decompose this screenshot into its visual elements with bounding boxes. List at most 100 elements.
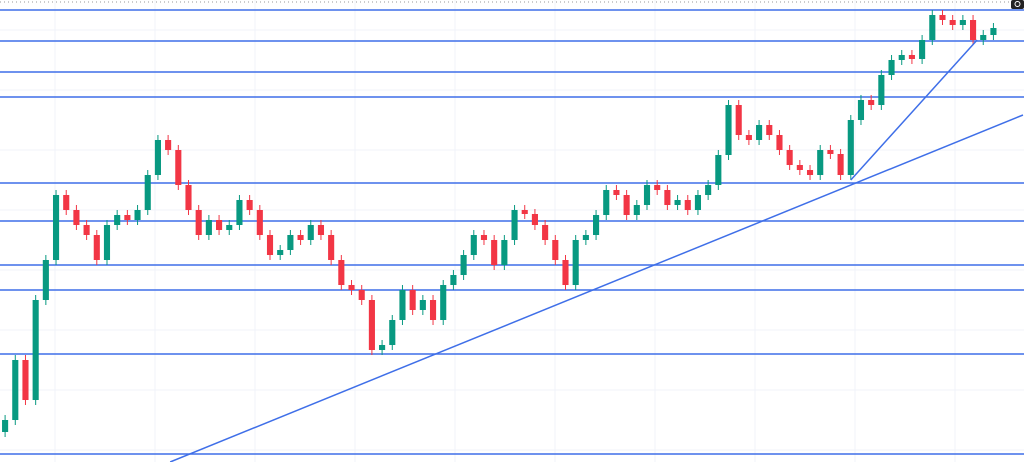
candle-body — [32, 300, 39, 400]
candle-body — [317, 225, 325, 235]
corner-button[interactable] — [1011, 0, 1024, 9]
candle-body — [287, 235, 294, 250]
candle-body — [990, 28, 997, 35]
candle-body — [63, 195, 70, 210]
candle-body — [857, 100, 865, 120]
candle-body — [256, 210, 263, 235]
candle-body — [603, 190, 610, 215]
candle-body — [776, 135, 783, 150]
candle-body — [827, 150, 834, 154]
candle-body — [542, 225, 549, 240]
candle-body — [939, 15, 946, 20]
candle-body — [501, 240, 508, 265]
candle-body — [756, 125, 763, 140]
candle-body — [358, 290, 365, 300]
candle-body — [593, 215, 600, 235]
candle-body — [745, 135, 752, 140]
candle-body — [633, 205, 640, 215]
candle-body — [379, 345, 386, 350]
candle-body — [470, 235, 477, 255]
candle-body — [725, 105, 732, 155]
candle-body — [338, 260, 345, 285]
candle-body — [868, 100, 875, 105]
candle-body — [929, 15, 936, 40]
candle-body — [124, 215, 131, 220]
candle-body — [582, 235, 589, 240]
candle-body — [103, 225, 111, 260]
candle-body — [511, 210, 518, 240]
candle-body — [531, 214, 538, 225]
trend-line — [169, 114, 1024, 462]
candle-body — [368, 300, 375, 350]
candle-body — [623, 195, 630, 215]
candle-body — [205, 220, 212, 235]
candle-body — [908, 55, 915, 59]
candle-body — [450, 275, 457, 285]
candle-body — [409, 290, 416, 310]
candle-body — [613, 190, 620, 195]
candle-body — [266, 235, 274, 255]
candle-body — [552, 240, 559, 260]
candle-body — [399, 290, 406, 320]
candle-body — [93, 235, 100, 260]
candle-body — [919, 40, 926, 59]
candle-body — [185, 185, 192, 210]
candle-body — [12, 360, 19, 420]
candle-body — [226, 225, 233, 230]
candle-body — [419, 300, 426, 310]
candle-body — [246, 200, 253, 210]
candle-body — [847, 120, 854, 175]
candle-body — [817, 150, 824, 175]
candle-body — [766, 125, 773, 135]
candle-body — [562, 260, 569, 285]
candle-body — [898, 55, 905, 60]
candle-body — [491, 240, 498, 265]
trend-line — [850, 39, 978, 181]
candle-body — [2, 420, 9, 432]
candle-body — [297, 235, 304, 240]
candle-body — [521, 210, 528, 214]
candle-body — [480, 235, 488, 240]
candle-body — [654, 185, 661, 190]
candle-body — [154, 140, 161, 175]
candle-body — [460, 255, 467, 275]
candle-body — [888, 60, 895, 75]
candle-body — [83, 225, 90, 235]
candle-body — [674, 200, 681, 205]
candle-body — [114, 215, 121, 225]
candle-body — [949, 20, 956, 25]
candle-body — [980, 35, 987, 40]
candle-body — [73, 210, 80, 225]
candle-body — [684, 200, 691, 210]
candle-body — [195, 210, 202, 235]
candle-body — [389, 320, 396, 345]
candle-body — [144, 175, 151, 210]
candle-body — [429, 300, 437, 320]
candle-body — [643, 185, 651, 205]
candle-body — [715, 155, 722, 185]
candle-body — [786, 150, 793, 165]
candle-body — [236, 200, 243, 225]
candle-body — [175, 150, 182, 185]
candle-body — [705, 185, 712, 195]
candle-body — [837, 154, 844, 175]
candle-body — [664, 190, 671, 205]
candle-body — [878, 75, 885, 105]
candle-body — [572, 240, 579, 285]
candle-body — [328, 235, 335, 260]
candle-body — [52, 195, 60, 260]
candle-body — [42, 260, 49, 300]
candle-body — [796, 165, 803, 170]
candle-body — [348, 285, 355, 290]
candle-body — [134, 210, 141, 220]
candle-body — [165, 140, 172, 150]
candle-body — [806, 170, 814, 175]
candle-body — [307, 225, 314, 240]
corner-icon — [1014, 1, 1021, 7]
candle-body — [216, 220, 223, 230]
candle-body — [959, 20, 966, 25]
candle-body — [277, 250, 284, 255]
candle-body — [735, 105, 742, 135]
